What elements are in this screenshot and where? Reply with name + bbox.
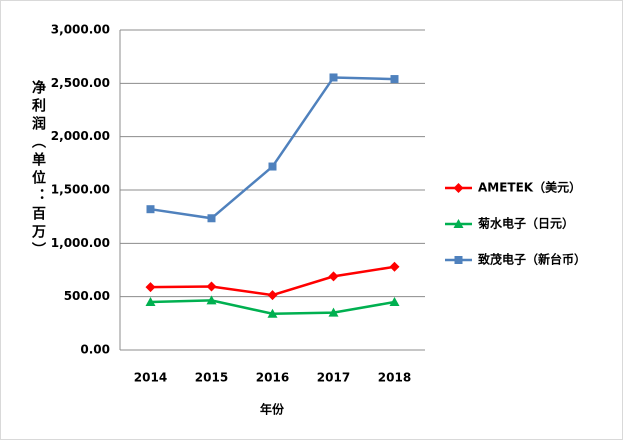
marker <box>389 261 400 272</box>
marker <box>146 205 155 214</box>
x-tick-label: 2014 <box>134 371 167 385</box>
marker <box>453 219 464 228</box>
marker <box>267 290 278 301</box>
marker <box>454 256 463 264</box>
y-tick-label: 1,500.00 <box>51 183 110 197</box>
y-tick-label: 3,000.00 <box>51 23 110 37</box>
x-tick-label: 2018 <box>378 371 411 385</box>
marker <box>206 281 217 292</box>
marker <box>207 214 216 223</box>
y-tick-label: 0.00 <box>80 343 110 357</box>
marker <box>328 307 339 317</box>
marker <box>390 75 399 84</box>
y-tick-label: 500.00 <box>64 289 110 303</box>
y-axis-label: 净利润（单位：百万） <box>30 79 47 260</box>
legend-label: AMETEK（美元） <box>478 180 581 195</box>
marker <box>145 297 156 306</box>
x-axis-label: 年份 <box>260 402 285 417</box>
y-tick-label: 2,500.00 <box>51 76 110 90</box>
marker <box>206 295 217 305</box>
marker <box>328 271 339 282</box>
marker <box>453 183 464 193</box>
x-tick-label: 2017 <box>317 371 350 385</box>
marker <box>389 297 400 306</box>
legend-label: 菊水电子（日元） <box>477 216 574 231</box>
y-tick-label: 2,000.00 <box>51 129 110 143</box>
marker <box>145 282 156 293</box>
y-tick-label: 1,000.00 <box>51 236 110 250</box>
marker <box>329 73 338 82</box>
marker <box>267 308 278 318</box>
x-tick-label: 2016 <box>256 371 289 385</box>
legend-label: 致茂电子（新台币） <box>478 252 586 267</box>
marker <box>268 162 277 171</box>
x-tick-label: 2015 <box>195 371 228 385</box>
